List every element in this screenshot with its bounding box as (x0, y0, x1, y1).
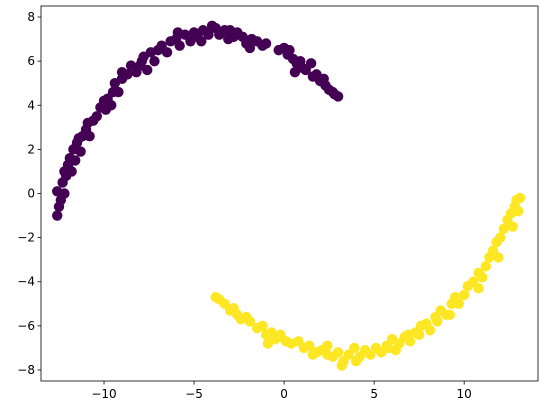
scatter-point (332, 347, 344, 358)
scatter-point (349, 342, 360, 354)
x-tick-label: 10 (457, 387, 472, 401)
scatter-point (494, 232, 506, 243)
scatter-point (498, 223, 509, 234)
scatter-point (196, 36, 207, 47)
scatter-point (172, 27, 184, 38)
scatter-point (507, 221, 518, 232)
scatter-point (493, 252, 504, 263)
scatter-point (66, 166, 77, 177)
x-tick-label: 0 (280, 387, 288, 401)
scatter-point (260, 38, 272, 49)
scatter-point (59, 188, 70, 199)
scatter-point (174, 40, 185, 51)
scatter-point (73, 133, 85, 144)
x-tick-label: 5 (370, 387, 378, 401)
scatter-point (453, 298, 464, 309)
scatter-point (262, 338, 274, 349)
scatter-point (307, 349, 319, 360)
scatter-point (84, 130, 95, 142)
scatter-point (424, 325, 436, 336)
scatter-point (336, 360, 347, 371)
scatter-point (52, 210, 63, 221)
scatter-point (70, 155, 81, 166)
x-tick-label: −5 (185, 387, 203, 401)
scatter-point (149, 55, 160, 67)
scatter-point (431, 316, 443, 327)
scatter-point (203, 29, 214, 40)
y-tick-label: −6 (17, 319, 35, 333)
y-tick-label: −4 (17, 275, 35, 289)
scatter-point (512, 205, 524, 217)
x-axis: −10 −5 0 5 10 (91, 381, 472, 401)
scatter-point (304, 340, 315, 351)
scatter-point (444, 309, 455, 321)
scatter-point (476, 272, 488, 283)
scatter-point (136, 55, 148, 67)
scatter-point (458, 289, 470, 301)
y-tick-label: −2 (17, 231, 35, 245)
scatter-point (75, 146, 86, 157)
scatter-point (350, 355, 362, 367)
points-layer (52, 20, 526, 371)
scatter-point (244, 42, 256, 54)
x-tick-label: −10 (91, 387, 116, 401)
scatter-point (244, 316, 256, 327)
scatter-point (257, 320, 268, 332)
scatter-point (98, 95, 110, 107)
y-tick-label: 0 (27, 187, 35, 201)
scatter-point (142, 64, 153, 76)
scatter-point (91, 111, 103, 122)
scatter-point (514, 192, 526, 204)
y-tick-label: 4 (27, 98, 35, 112)
scatter-point (473, 283, 484, 294)
scatter-point (413, 329, 425, 340)
scatter-point (161, 47, 173, 58)
scatter-point (284, 44, 295, 56)
scatter-point (116, 66, 128, 78)
scatter-point (480, 261, 491, 272)
scatter-point (113, 86, 124, 98)
scatter-point (223, 33, 234, 45)
y-tick-label: 2 (27, 142, 35, 156)
scatter-point (305, 58, 317, 69)
y-tick-label: −8 (17, 363, 35, 377)
scatter-point (332, 91, 344, 102)
scatter-point (383, 342, 394, 354)
scatter-point (322, 340, 333, 351)
y-tick-label: 8 (27, 10, 35, 24)
plot-area (40, 5, 539, 382)
y-tick-label: 6 (27, 54, 35, 68)
scatter-point (403, 329, 414, 340)
scatter-point (275, 329, 286, 340)
y-axis: −8 −6 −4 −2 0 2 4 6 8 (17, 10, 41, 377)
scatter-point (289, 66, 301, 78)
